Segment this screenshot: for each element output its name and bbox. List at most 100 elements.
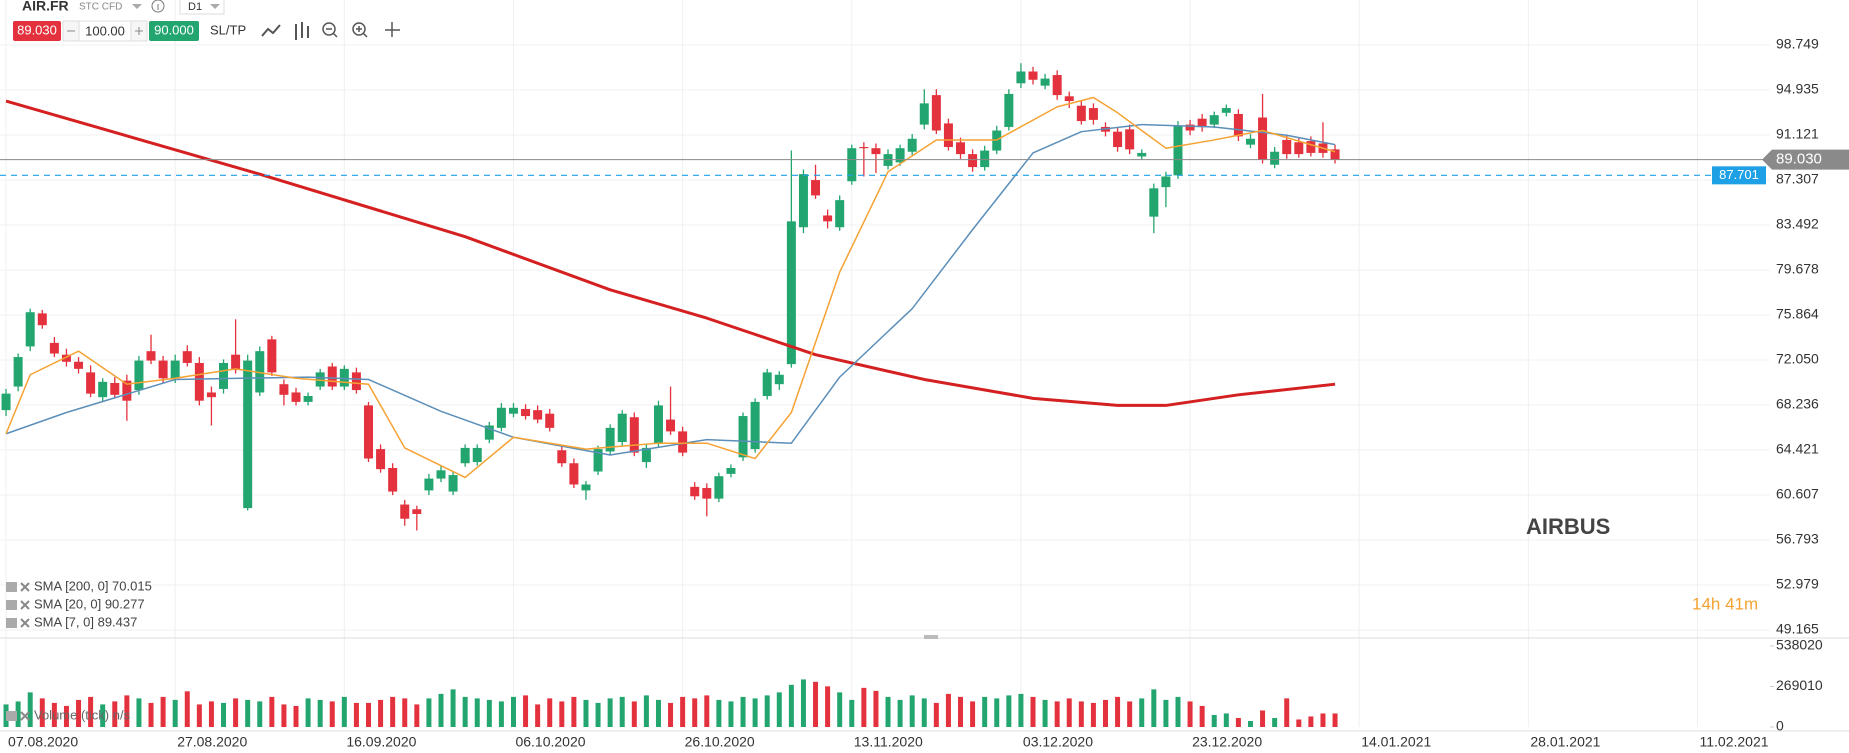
timeframe-box[interactable] <box>179 0 225 15</box>
volume-bar <box>510 696 516 727</box>
volume-bar <box>196 704 202 727</box>
volume-value[interactable]: 100.00 <box>85 23 125 38</box>
volume-bar <box>885 696 891 727</box>
volume-tick-label: 269010 <box>1776 677 1823 693</box>
candle-body <box>255 351 265 393</box>
dropdown-arrow[interactable] <box>132 4 142 9</box>
candle-icon[interactable] <box>295 22 309 40</box>
timeframe[interactable]: D1 <box>188 1 202 13</box>
sltp-button[interactable]: SL/TP <box>210 22 246 37</box>
candle-body <box>1197 118 1207 127</box>
volume-bar <box>1163 699 1169 727</box>
y-tick-label: 83.492 <box>1776 216 1819 232</box>
volume-bar <box>933 702 939 727</box>
candle-body <box>1233 113 1243 137</box>
volume-bar <box>825 686 831 727</box>
dropdown-arrow[interactable] <box>210 4 220 9</box>
y-tick-label: 60.607 <box>1776 486 1819 502</box>
volume-bar <box>595 702 601 727</box>
zoom-in-icon[interactable] <box>352 22 366 36</box>
candle-body <box>533 410 543 420</box>
candle-body <box>376 449 386 470</box>
pan-icon[interactable] <box>385 22 400 37</box>
y-tick-label: 79.678 <box>1776 261 1819 277</box>
line-chart-icon[interactable] <box>261 24 281 37</box>
volume-bar <box>378 699 384 727</box>
candle-body <box>110 383 120 395</box>
candle-body <box>1113 131 1123 148</box>
candle-body <box>871 148 881 155</box>
legend-close <box>20 600 30 610</box>
candle-body <box>1149 188 1159 217</box>
volume-bar <box>462 696 468 727</box>
legend-label: SMA [20, 0] 90.277 <box>34 596 145 611</box>
indicator-line <box>5 123 1336 456</box>
buy-button[interactable] <box>149 21 199 41</box>
volume-bar <box>583 699 589 727</box>
candle-body <box>400 504 410 519</box>
y-tick-label: 75.864 <box>1776 306 1819 322</box>
zoom-out-icon[interactable] <box>322 22 336 36</box>
volume-bar <box>1235 717 1241 727</box>
candle-body <box>835 200 845 228</box>
volume-bar <box>160 696 166 727</box>
candle-body <box>219 362 229 389</box>
candle-body <box>267 339 277 373</box>
volume-bar <box>861 687 867 727</box>
volume-bar <box>112 701 118 727</box>
candle-body <box>424 478 434 491</box>
volume-bar <box>1272 717 1278 727</box>
symbol[interactable]: AIR.FR <box>22 0 69 14</box>
candle-body <box>206 392 216 398</box>
candle-body <box>363 405 373 459</box>
candle-body <box>37 313 47 326</box>
y-tick-label: 91.121 <box>1776 126 1819 142</box>
volume-bar <box>1296 719 1302 727</box>
candle-body <box>291 392 301 402</box>
candle-body <box>1245 138 1255 145</box>
volume-bar <box>764 695 770 727</box>
info-icon[interactable] <box>151 0 165 13</box>
candle-body <box>146 351 156 361</box>
legend-icon <box>6 582 17 592</box>
legend: SMA [200, 0] 70.015 SMA [20, 0] 90.277 SMA… <box>6 578 152 722</box>
volume-bar <box>535 704 541 727</box>
candle-body <box>714 476 724 499</box>
volume-bar <box>655 699 661 727</box>
x-tick-label: 14.01.2021 <box>1361 734 1431 750</box>
volume-bar <box>1320 713 1326 727</box>
buy-price[interactable]: 90.000 <box>154 22 194 37</box>
candle-body <box>678 431 688 453</box>
volume-bar <box>559 701 565 727</box>
candle-body <box>98 381 108 398</box>
volume-bar <box>849 699 855 727</box>
y-tick-label: 98.749 <box>1776 36 1819 52</box>
candle-body <box>521 408 531 417</box>
volume-bar <box>716 699 722 727</box>
candle-body <box>1221 108 1231 113</box>
volume-bar <box>245 699 251 727</box>
volume-bar <box>752 698 758 727</box>
plus-glyph <box>135 27 143 35</box>
sell-button[interactable] <box>13 21 61 41</box>
volume-bar <box>1115 696 1121 727</box>
account-type[interactable]: STC CFD <box>79 2 122 13</box>
volume-bar <box>88 696 94 727</box>
candle-body <box>581 484 591 491</box>
volume-bar <box>390 696 396 727</box>
volume-bar <box>1127 701 1133 727</box>
candle-body <box>738 416 748 458</box>
candle-body <box>1040 78 1050 86</box>
volume-bar <box>1078 701 1084 727</box>
volume-bar <box>958 696 964 727</box>
candle-body <box>798 174 808 228</box>
pane-handle[interactable] <box>924 635 938 639</box>
sell-price[interactable]: 89.030 <box>17 22 57 37</box>
volume-bar <box>921 698 927 727</box>
y-tick-label: 56.793 <box>1776 531 1819 547</box>
volume-tick-label: 0 <box>1776 718 1784 734</box>
candle-body <box>339 368 349 387</box>
volume-bar <box>1223 713 1229 727</box>
candle-body <box>811 180 821 196</box>
legend-close <box>20 711 30 721</box>
